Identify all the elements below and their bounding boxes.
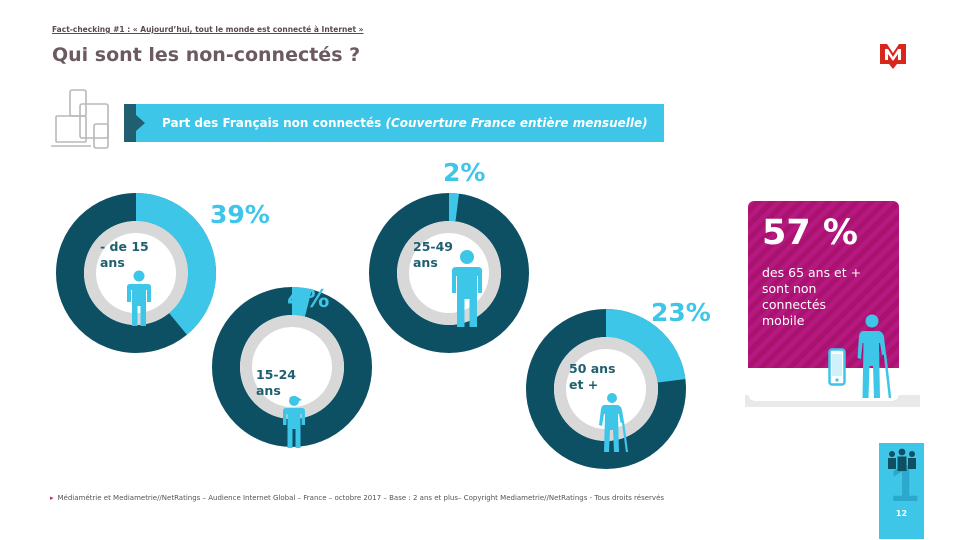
- donut-share-arc: [526, 309, 686, 469]
- age-line: 25-49: [413, 239, 453, 254]
- donut-center: [252, 327, 332, 407]
- percent-under-15: 39%: [210, 200, 270, 229]
- age-line: 50 ans: [569, 361, 616, 376]
- source-footnote: ▸ Médiamétrie et Mediametrie//NetRatings …: [50, 494, 664, 502]
- child-icon: [127, 270, 151, 326]
- mobile-phone-icon: [828, 348, 846, 386]
- percent-15-24: 4%: [287, 284, 330, 313]
- slide-kicker: Fact-checking #1 : « Aujourd’hui, tout l…: [52, 25, 364, 34]
- banner-tab: [124, 104, 136, 142]
- donut-share-arc: [212, 287, 372, 447]
- page-number: 12: [895, 509, 908, 518]
- age-label-under-15: - de 15 ans: [100, 239, 149, 271]
- banner-arrow: [136, 115, 145, 131]
- percent-25-49: 2%: [443, 158, 486, 187]
- donut-share-arc: [369, 193, 529, 353]
- section-banner: Part des Français non connectés (Couvert…: [136, 104, 664, 142]
- mobile-callout-card: 57 % des 65 ans et + sont non connectés …: [748, 201, 899, 401]
- age-line: et +: [569, 377, 599, 392]
- adult-icon: [452, 250, 482, 327]
- senior-icon: [857, 314, 892, 399]
- callout-text: des 65 ans et + sont non connectés mobil…: [762, 265, 862, 328]
- donut-chart-50-plus: [526, 309, 686, 469]
- age-label-50-plus: 50 ans et +: [569, 361, 616, 393]
- banner-note: (Couverture France entière mensuelle): [385, 116, 648, 130]
- age-line: ans: [100, 255, 125, 270]
- percent-50-plus: 23%: [651, 298, 711, 327]
- banner-label: Part des Français non connectés: [162, 116, 382, 130]
- age-line: - de 15: [100, 239, 149, 254]
- people-group-icon: 1: [888, 448, 919, 503]
- age-label-15-24: 15-24 ans: [256, 367, 296, 399]
- donut-center: [566, 349, 646, 429]
- section-sidebar: 1 12: [879, 443, 924, 539]
- age-line: 15-24: [256, 367, 296, 382]
- slide-title: Qui sont les non-connectés ?: [52, 44, 361, 66]
- age-line: ans: [413, 255, 438, 270]
- devices-icon: [51, 89, 109, 149]
- age-line: ans: [256, 383, 281, 398]
- donut-share-arc: [56, 193, 216, 353]
- senior-with-cane-icon: [599, 393, 629, 453]
- footnote-bullet-icon: ▸: [50, 494, 54, 502]
- footnote-text: Médiamétrie et Mediametrie//NetRatings –…: [57, 494, 665, 502]
- teen-icon: [283, 396, 305, 448]
- brand-logo-icon: [880, 44, 906, 69]
- age-label-25-49: 25-49 ans: [413, 239, 453, 271]
- callout-value: 57 %: [762, 213, 858, 253]
